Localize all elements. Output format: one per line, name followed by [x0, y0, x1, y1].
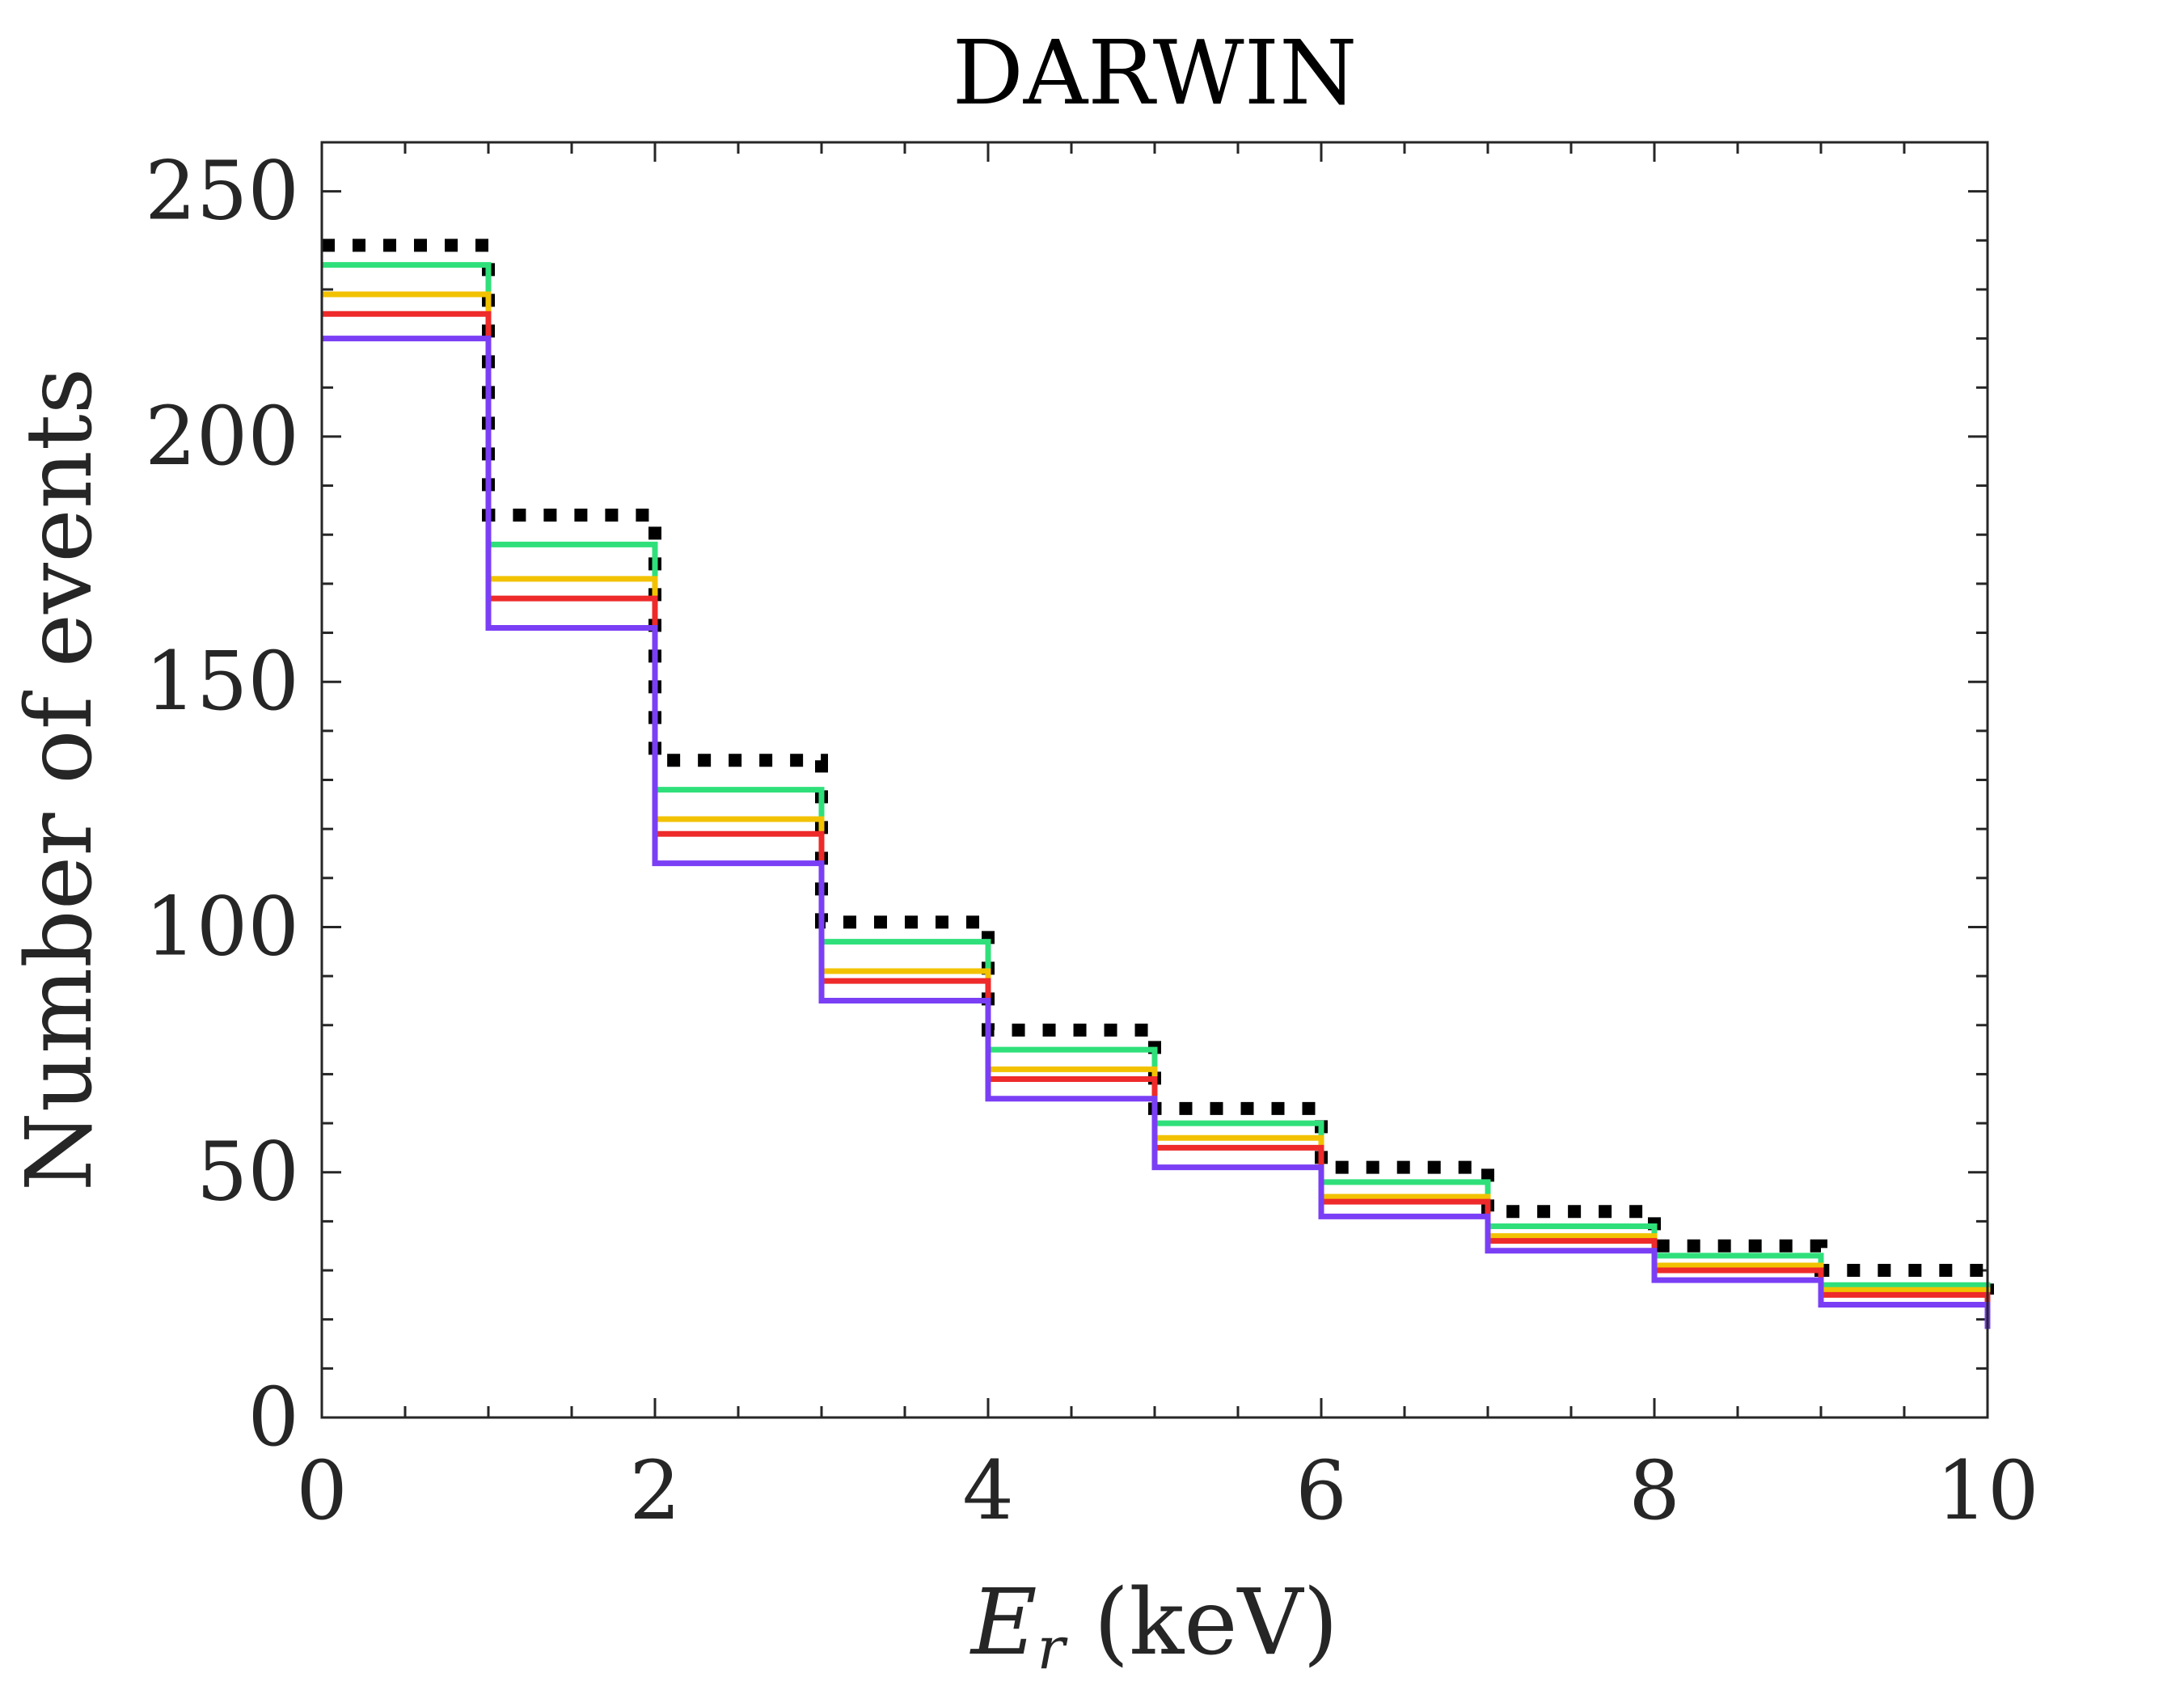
y-axis-title: Number of events: [7, 368, 112, 1191]
plot-frame: [320, 141, 1989, 1419]
y-tick-label: 150: [145, 634, 299, 729]
chart-title: DARWIN: [953, 21, 1358, 125]
y-tick-label: 0: [247, 1370, 299, 1464]
y-tick-label: 250: [145, 144, 299, 239]
y-tick-label: 200: [145, 389, 299, 484]
x-tick-label: 6: [1295, 1443, 1347, 1538]
ticks: [320, 141, 1989, 1419]
x-axis-title: Er (keV): [969, 1570, 1338, 1682]
x-tick-label: 4: [962, 1443, 1014, 1538]
x-axis-title-var: E: [969, 1570, 1037, 1675]
series-group: [322, 239, 1994, 1329]
plot-area: [322, 142, 1988, 1417]
x-axis-title-sub: r: [1037, 1614, 1068, 1682]
y-tick-label: 50: [196, 1125, 299, 1219]
x-axis-title-unit: (keV): [1065, 1570, 1338, 1675]
y-tick-label: 100: [145, 879, 299, 974]
x-tick-label: 10: [1936, 1443, 2038, 1538]
x-tick-label: 2: [629, 1443, 681, 1538]
series-line-purple: [322, 336, 1991, 1329]
x-tick-label: 0: [296, 1443, 348, 1538]
x-tick-label: 8: [1628, 1443, 1680, 1538]
